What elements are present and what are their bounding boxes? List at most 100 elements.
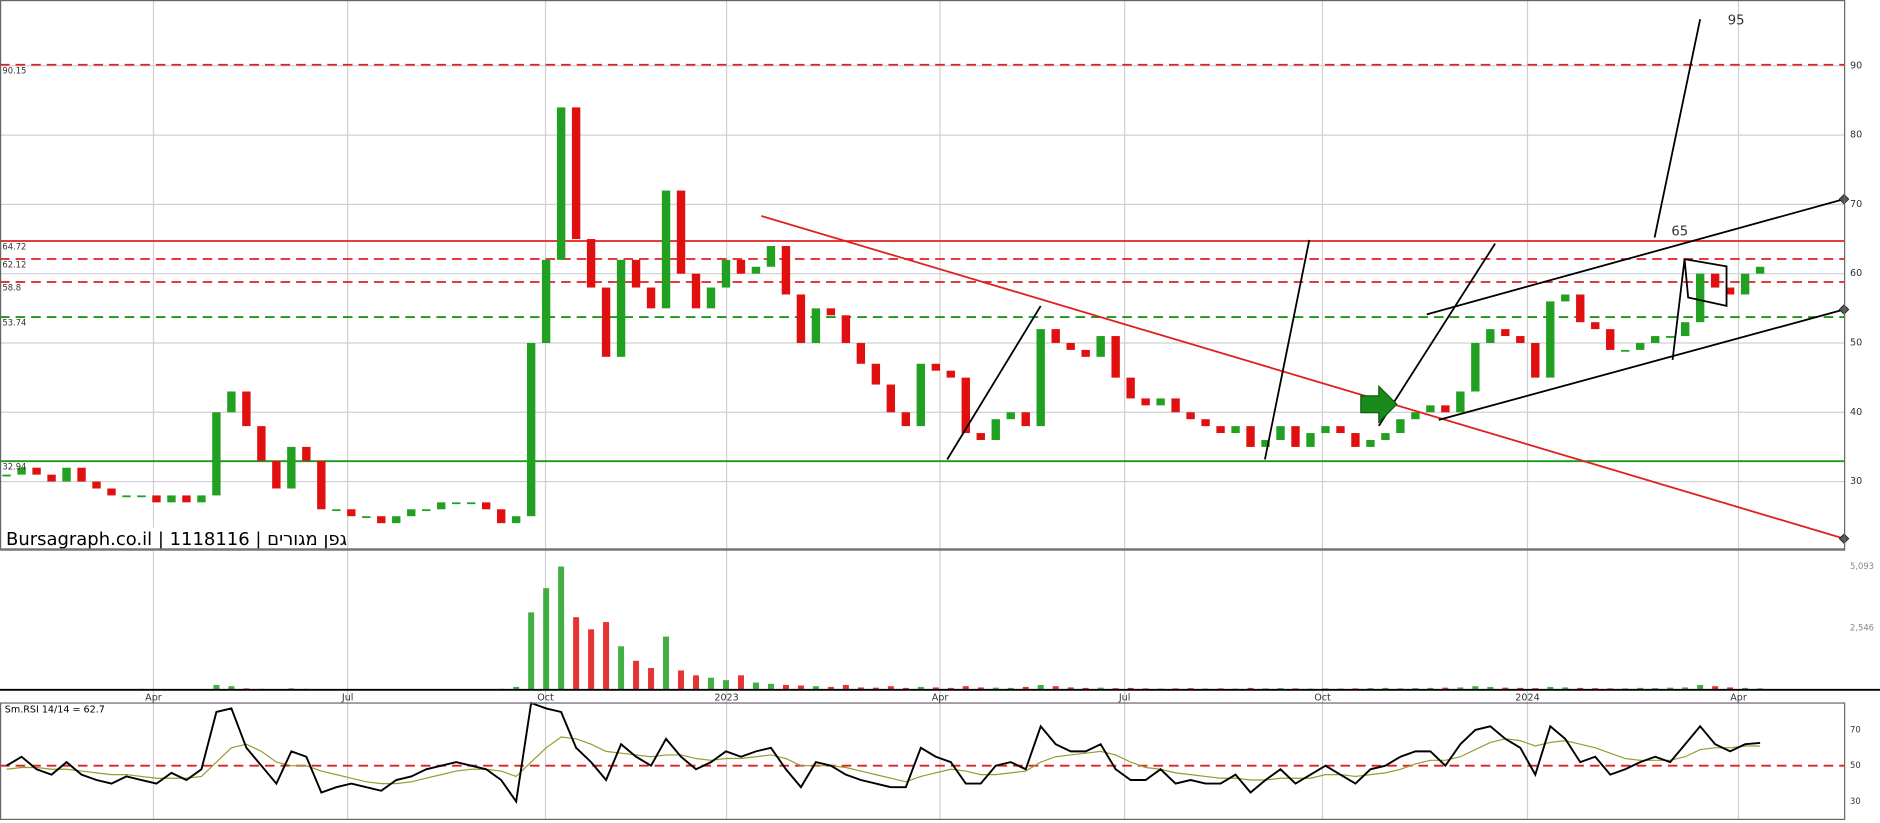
x-tick-label: 2023 [714,693,738,704]
candle [1576,294,1585,323]
volume-bar [767,683,774,690]
candle [1441,405,1450,413]
candle [691,273,701,309]
trend-line [1438,308,1845,421]
candle [152,495,161,503]
candle [601,287,611,357]
candle [841,315,851,343]
volume-bar [722,680,729,690]
candle [32,467,41,475]
candle [1396,419,1405,434]
y-tick-label: 30 [1850,796,1861,806]
trend-line [1426,198,1845,316]
candle [137,495,146,498]
volume-bar [752,682,759,690]
candle [781,245,791,295]
x-tick-label: Jul [1118,693,1131,704]
volume-bar [1097,687,1104,690]
candle [122,495,131,498]
candle [616,259,626,357]
candle [571,107,581,240]
volume-bar [842,684,849,690]
rsi-frame [0,702,1846,821]
candle [1201,419,1210,427]
candle [946,370,955,378]
rsi-line [6,736,1761,785]
candle [2,474,11,477]
level-label: 53.74 [2,318,26,328]
volume-bar [1427,687,1434,690]
candle [1650,336,1660,343]
candle [886,384,896,413]
candle [676,190,686,274]
volume-bar [693,675,700,690]
volume-bar [812,686,819,690]
candle [1710,273,1720,288]
volume-bar [932,687,939,690]
volume-bar [1382,687,1389,690]
candle [721,259,731,288]
level-label: 90.15 [2,65,26,75]
x-tick-label: Apr [1730,693,1747,704]
candle [1126,377,1135,399]
candle [1051,329,1060,343]
volume-bar [1727,687,1734,690]
volume-bar [213,684,220,690]
candle [362,516,371,519]
volume-bar [992,687,999,690]
chart-title: Bursagraph.co.il | 1118116 | גפן מגורים [6,529,347,550]
candle [47,474,56,482]
y-tick-label: 50 [1850,760,1861,770]
candle [1021,412,1030,427]
candle [227,391,236,413]
volume-bar [648,668,655,690]
volume-bar [827,686,834,690]
volume-bar [603,622,610,690]
volume-bar [1247,687,1254,690]
candle [1456,391,1465,413]
y-tick-label: 70 [1850,199,1862,210]
candle [1276,426,1285,440]
trend-lines [761,19,1850,544]
x-tick-label: Oct [537,693,554,704]
candle [1740,273,1750,295]
candle [511,516,521,524]
rsi-line [6,701,1761,805]
candle [377,516,386,524]
y-tick-label: 60 [1850,268,1862,279]
candle [811,308,821,343]
volume-bar [228,686,235,690]
volume-bar [947,687,954,690]
candle [766,245,776,267]
trend-line [1264,239,1311,460]
volume-bar [1562,687,1569,690]
x-tick-label: Jul [341,693,354,704]
candle [347,509,356,517]
volume-bar [1127,687,1134,690]
y-tick-label: 70 [1850,724,1861,734]
candle [736,259,746,274]
volume-bar [887,686,894,690]
volume-bar [558,566,565,690]
volume-bar [618,646,625,690]
candle [1291,426,1300,447]
candle [437,502,446,510]
candle [1066,342,1075,350]
candle [392,516,401,524]
x-tick-label: Apr [932,693,949,704]
trend-line [1671,259,1686,361]
volume-bar [1007,687,1014,690]
volume-bar [513,686,520,690]
volume-bar [1547,686,1554,690]
candle [407,509,416,517]
volume-bar [707,677,714,690]
volume-bar [1487,686,1494,690]
volume-bar [1457,687,1464,690]
candle [1351,433,1360,447]
candle [1306,433,1315,447]
x-tick-label: Oct [1314,693,1331,704]
candle [467,502,476,505]
volume-bar [857,687,864,690]
volume-bar [1697,684,1704,690]
candle [991,419,1000,440]
